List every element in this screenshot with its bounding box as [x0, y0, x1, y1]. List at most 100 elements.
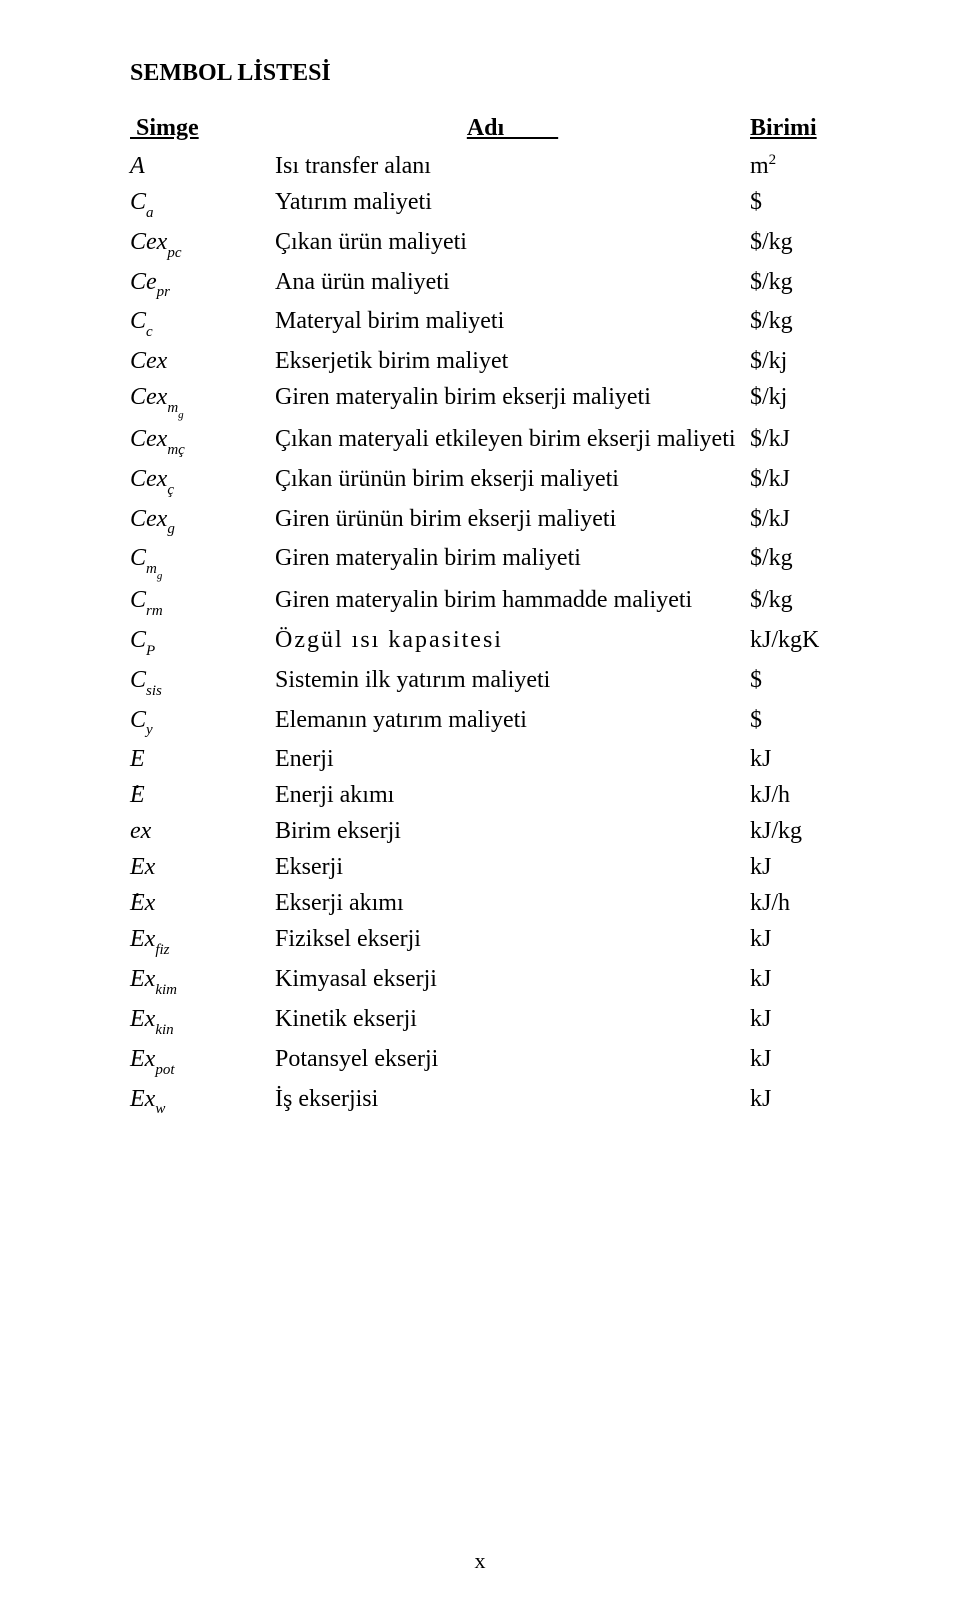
symbol-cell: Cexpc [130, 229, 275, 260]
name-cell: Çıkan materyali etkileyen birim ekserji … [275, 426, 750, 453]
name-cell: Ekserjetik birim maliyet [275, 348, 750, 375]
table-body: AIsı transfer alanım2 CaYatırım maliyeti$… [130, 152, 850, 1116]
table-row: ExfizFiziksel ekserjikJ [130, 926, 850, 957]
unit-cell: $/kg [750, 229, 850, 256]
symbol-cell: Cc [130, 308, 275, 339]
name-cell: Giren ürünün birim ekserji maliyeti [275, 506, 750, 533]
unit-cell: $/kj [750, 384, 850, 411]
symbol-cell: A [130, 153, 275, 180]
symbol-cell: Exkin [130, 1006, 275, 1037]
unit-cell: kJ [750, 746, 850, 773]
unit-cell: $/kg [750, 308, 850, 335]
header-unit: Birimi [750, 115, 850, 142]
symbol-cell: Cmg [130, 545, 275, 578]
table-row: CexpcÇıkan ürün maliyeti$/kg [130, 229, 850, 260]
symbol-cell: E [130, 782, 275, 809]
name-cell: Elemanın yatırım maliyeti [275, 707, 750, 734]
name-cell: Giren materyalin birim maliyeti [275, 545, 750, 572]
header-symbol: Simge [130, 115, 275, 142]
document-page: SEMBOL LİSTESİ Simge Adı Birimi AIsı tra… [0, 0, 960, 1614]
symbol-cell: Cex [130, 348, 275, 375]
unit-cell: kJ [750, 1046, 850, 1073]
table-row: CaYatırım maliyeti$ [130, 189, 850, 220]
table-row: CexçÇıkan ürünün birim ekserji maliyeti$… [130, 466, 850, 497]
table-row: CcMateryal birim maliyeti$/kg [130, 308, 850, 339]
symbol-cell: Exw [130, 1086, 275, 1117]
header-name: Adı [275, 115, 750, 142]
name-cell: Enerji [275, 746, 750, 773]
name-cell: Kinetik ekserji [275, 1006, 750, 1033]
table-row: ExEkserji akımıkJ/h [130, 890, 850, 917]
unit-cell: $ [750, 667, 850, 694]
unit-cell: kJ/h [750, 890, 850, 917]
symbol-cell: Ca [130, 189, 275, 220]
unit-cell: $/kg [750, 587, 850, 614]
name-cell: Ekserji [275, 854, 750, 881]
unit-cell: kJ [750, 854, 850, 881]
unit-cell: kJ/kgK [750, 627, 850, 654]
table-row: CexgGiren ürünün birim ekserji maliyeti$… [130, 506, 850, 537]
unit-cell: $ [750, 707, 850, 734]
name-cell: Enerji akımı [275, 782, 750, 809]
symbol-cell: Ex [130, 890, 275, 917]
table-row: CsisSistemin ilk yatırım maliyeti$ [130, 667, 850, 698]
name-cell: Birim ekserji [275, 818, 750, 845]
unit-cell: kJ [750, 966, 850, 993]
symbol-cell: Crm [130, 587, 275, 618]
name-cell: Çıkan ürünün birim ekserji maliyeti [275, 466, 750, 493]
table-row: ExpotPotansyel ekserjikJ [130, 1046, 850, 1077]
name-cell: Sistemin ilk yatırım maliyeti [275, 667, 750, 694]
table-row: CmgGiren materyalin birim maliyeti$/kg [130, 545, 850, 578]
table-row: ExkimKimyasal ekserjikJ [130, 966, 850, 997]
table-row: CrmGiren materyalin birim hammadde maliy… [130, 587, 850, 618]
unit-cell: kJ [750, 1006, 850, 1033]
table-row: AIsı transfer alanım2 [130, 152, 850, 180]
table-row: exBirim ekserjikJ/kg [130, 818, 850, 845]
table-row: Exwİş ekserjisikJ [130, 1086, 850, 1117]
table-row: EEnerji akımıkJ/h [130, 782, 850, 809]
unit-cell: $/kJ [750, 506, 850, 533]
table-row: CexmçÇıkan materyali etkileyen birim eks… [130, 426, 850, 457]
table-row: CexEkserjetik birim maliyet$/kj [130, 348, 850, 375]
symbol-cell: Csis [130, 667, 275, 698]
symbol-cell: CP [130, 627, 275, 658]
table-row: CeprAna ürün maliyeti$/kg [130, 269, 850, 300]
unit-cell: m2 [750, 152, 850, 180]
unit-cell: kJ/h [750, 782, 850, 809]
table-header-row: Simge Adı Birimi [130, 115, 850, 142]
symbol-cell: Exkim [130, 966, 275, 997]
unit-cell: kJ [750, 926, 850, 953]
table-row: CexmgGiren materyalin birim ekserji mali… [130, 384, 850, 417]
symbol-cell: E [130, 746, 275, 773]
unit-cell: $/kg [750, 545, 850, 572]
symbol-cell: Cexç [130, 466, 275, 497]
name-cell: Çıkan ürün maliyeti [275, 229, 750, 256]
symbol-cell: Cexmç [130, 426, 275, 457]
name-cell: Kimyasal ekserji [275, 966, 750, 993]
symbol-cell: Cexg [130, 506, 275, 537]
name-cell: Giren materyalin birim ekserji maliyeti [275, 384, 750, 411]
symbol-cell: Cy [130, 707, 275, 738]
name-cell: Giren materyalin birim hammadde maliyeti [275, 587, 750, 614]
name-cell: Ekserji akımı [275, 890, 750, 917]
symbol-cell: Ex [130, 854, 275, 881]
name-cell: Ana ürün maliyeti [275, 269, 750, 296]
name-cell: Isı transfer alanı [275, 153, 750, 180]
name-cell: İş ekserjisi [275, 1086, 750, 1113]
symbol-cell: Cepr [130, 269, 275, 300]
unit-cell: $/kg [750, 269, 850, 296]
name-cell: Materyal birim maliyeti [275, 308, 750, 335]
name-cell: Fiziksel ekserji [275, 926, 750, 953]
unit-cell: kJ/kg [750, 818, 850, 845]
page-title: SEMBOL LİSTESİ [130, 60, 850, 87]
unit-cell: $/kJ [750, 466, 850, 493]
table-row: ExEkserjikJ [130, 854, 850, 881]
symbol-cell: Expot [130, 1046, 275, 1077]
symbol-cell: ex [130, 818, 275, 845]
page-number: x [0, 1548, 960, 1574]
symbol-cell: Exfiz [130, 926, 275, 957]
name-cell: Potansyel ekserji [275, 1046, 750, 1073]
unit-cell: kJ [750, 1086, 850, 1113]
table-row: CPÖzgül ısı kapasitesikJ/kgK [130, 627, 850, 658]
table-row: ExkinKinetik ekserjikJ [130, 1006, 850, 1037]
